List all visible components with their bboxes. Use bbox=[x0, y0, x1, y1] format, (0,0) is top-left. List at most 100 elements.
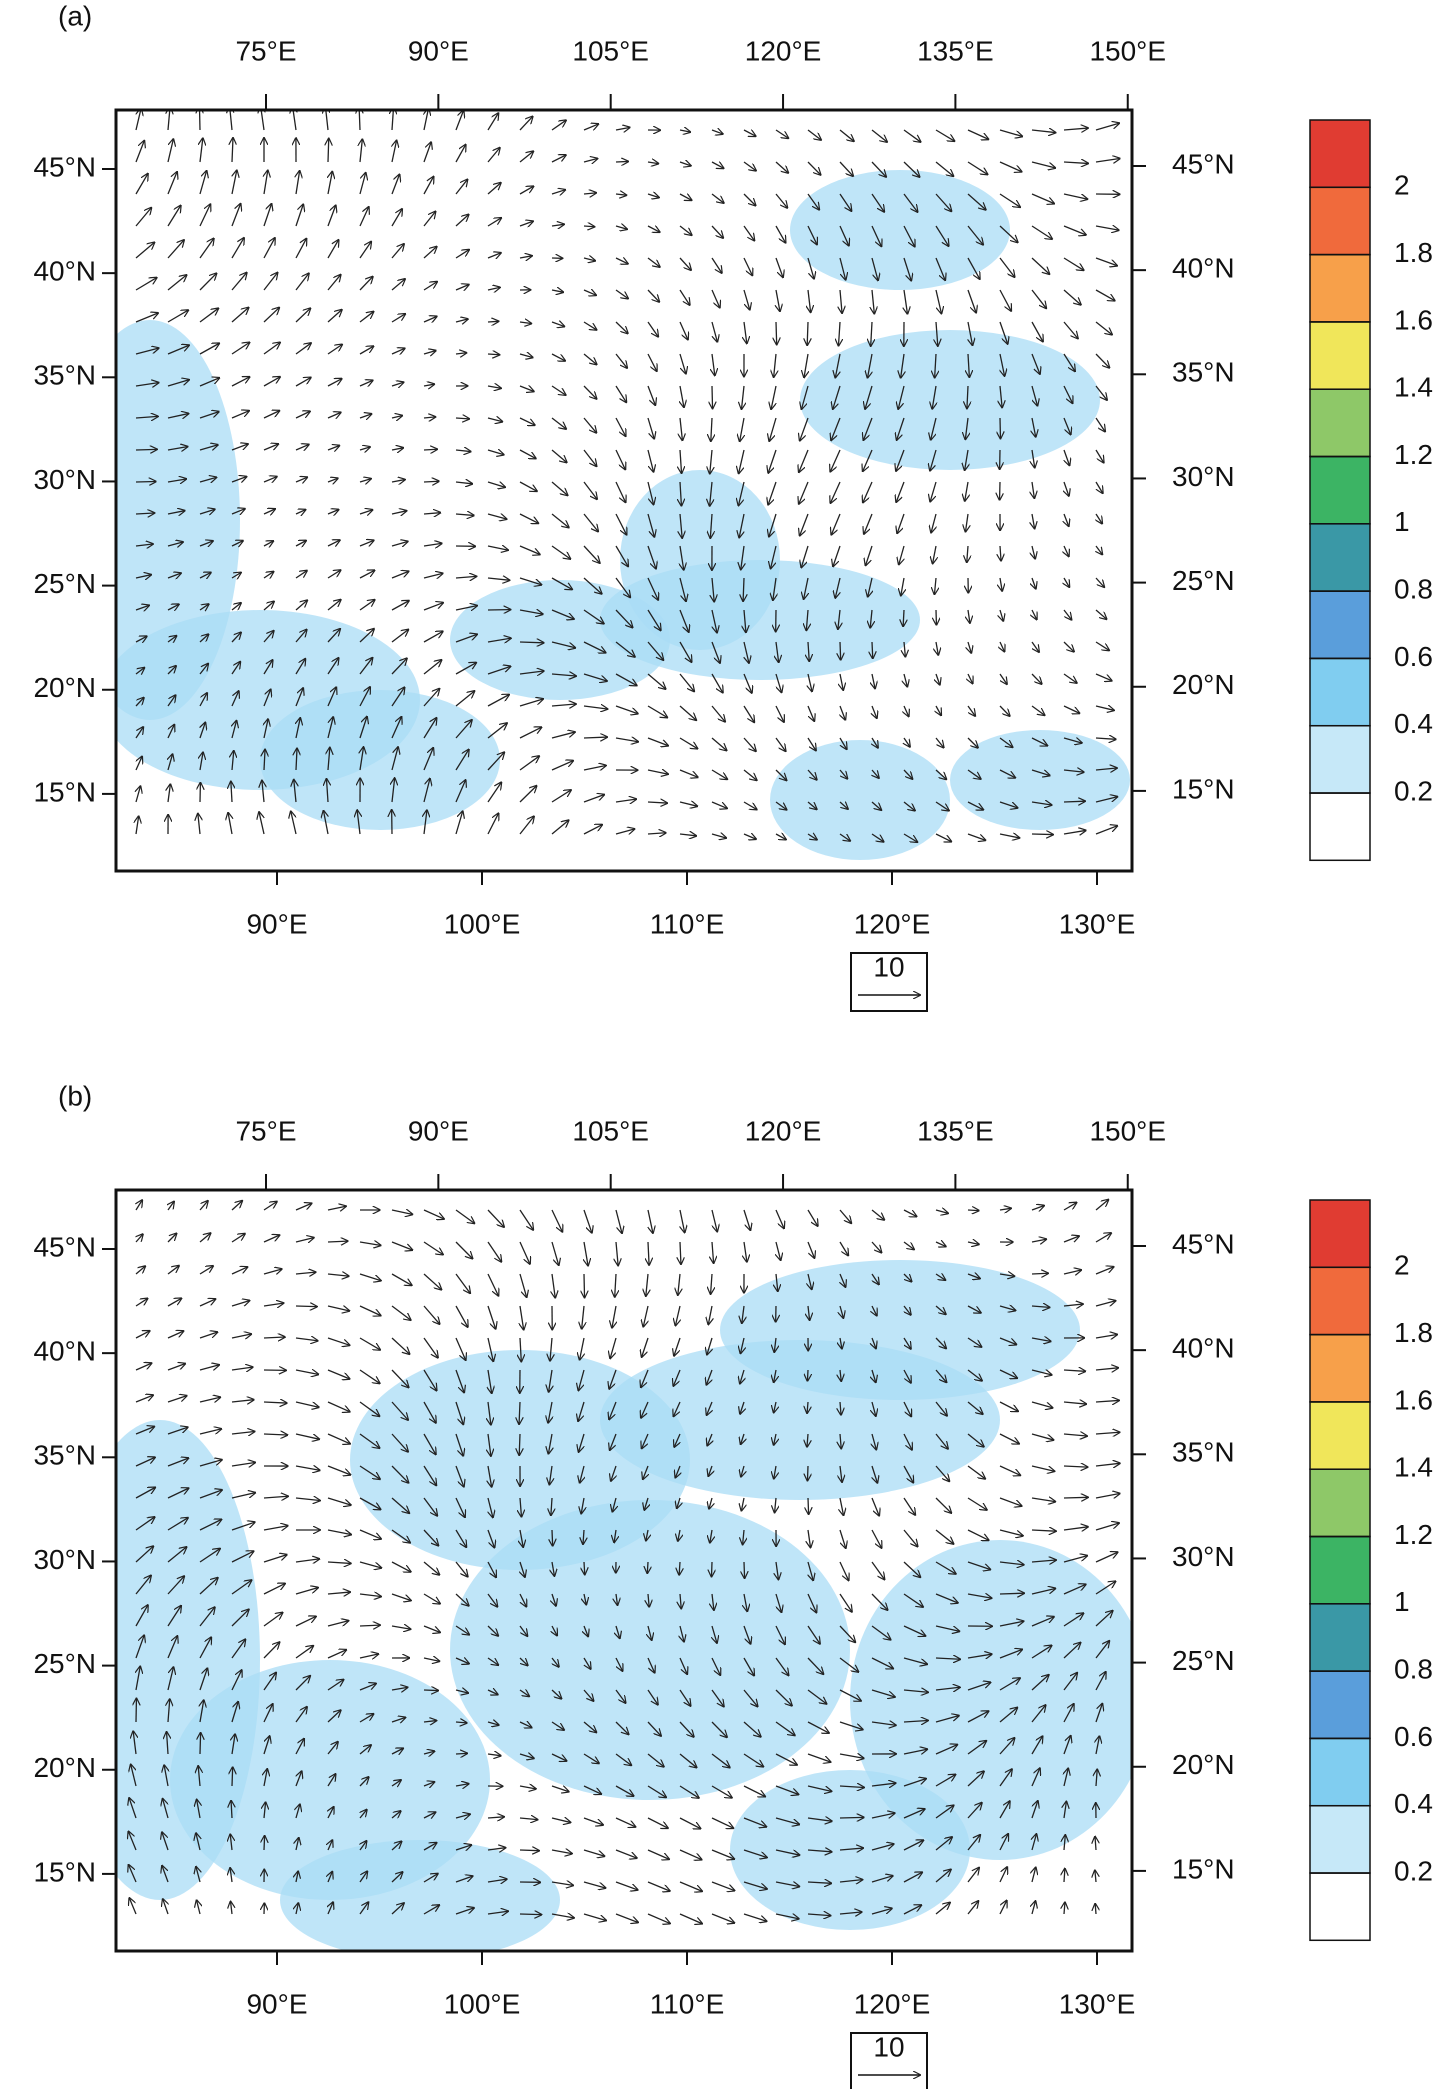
wind-vector bbox=[935, 1593, 958, 1603]
wind-vector bbox=[799, 449, 809, 472]
wind-vector bbox=[230, 1868, 232, 1883]
colorbar-box bbox=[1309, 657, 1371, 727]
wind-vector bbox=[199, 541, 213, 546]
wind-vector bbox=[295, 1739, 304, 1755]
wind-vector bbox=[678, 1273, 680, 1295]
wind-vector bbox=[839, 1529, 846, 1548]
wind-vector bbox=[295, 1616, 316, 1627]
wind-vector bbox=[264, 719, 268, 739]
lon-tick-label: 150°E bbox=[1089, 35, 1166, 66]
wind-vector bbox=[807, 705, 814, 721]
wind-vector bbox=[1063, 257, 1084, 270]
wind-vector bbox=[487, 218, 501, 227]
wind-vector bbox=[1095, 706, 1114, 710]
wind-vector bbox=[806, 609, 808, 630]
wind-vector bbox=[455, 450, 471, 452]
wind-vector bbox=[583, 193, 596, 194]
wind-vector bbox=[743, 641, 749, 663]
wind-vector bbox=[391, 382, 404, 386]
wind-vector bbox=[871, 1876, 893, 1883]
wind-vector bbox=[551, 1241, 559, 1265]
wind-vector bbox=[872, 769, 879, 778]
wind-vector bbox=[674, 1401, 681, 1416]
wind-vector bbox=[199, 477, 216, 482]
wind-vector bbox=[1063, 1304, 1083, 1306]
wind-vector bbox=[967, 257, 980, 279]
wind-vector bbox=[743, 130, 756, 136]
lat-tick-label: 20°N bbox=[1172, 1749, 1235, 1780]
wind-vector bbox=[744, 321, 747, 343]
wind-vector bbox=[840, 705, 845, 720]
wind-vector bbox=[903, 257, 911, 280]
wind-vector bbox=[455, 1305, 468, 1327]
wind-vector bbox=[264, 171, 268, 195]
wind-vector bbox=[199, 1266, 213, 1275]
wind-vector bbox=[231, 342, 249, 355]
wind-vector bbox=[327, 478, 338, 482]
wind-vector bbox=[707, 1337, 712, 1354]
wind-vector bbox=[710, 513, 712, 538]
wind-vector bbox=[774, 1401, 776, 1412]
wind-vector bbox=[967, 1654, 992, 1658]
wind-vector bbox=[711, 321, 717, 342]
wind-vector bbox=[167, 573, 181, 578]
wind-vector bbox=[1063, 830, 1086, 834]
wind-vector bbox=[775, 161, 788, 173]
wind-vector bbox=[968, 673, 973, 683]
wind-vector bbox=[840, 1305, 843, 1318]
wind-vector bbox=[999, 1769, 1012, 1787]
wind-vector bbox=[648, 1241, 649, 1265]
wind-vector bbox=[167, 695, 175, 707]
wind-vector bbox=[743, 1849, 767, 1857]
wind-vector bbox=[455, 514, 474, 515]
colorbar-box bbox=[1309, 1266, 1371, 1336]
wind-vector bbox=[935, 1369, 946, 1382]
wind-vector bbox=[930, 481, 937, 501]
wind-vector bbox=[808, 1529, 811, 1547]
wind-vector bbox=[1095, 321, 1112, 335]
wind-vector bbox=[391, 601, 409, 611]
wind-vector bbox=[519, 1625, 527, 1636]
wind-vector bbox=[615, 194, 626, 195]
wind-vector bbox=[807, 1657, 823, 1674]
colorbar-label: 1 bbox=[1394, 1586, 1410, 1617]
reference-label: 10 bbox=[873, 951, 904, 982]
wind-vector bbox=[871, 1657, 893, 1669]
wind-vector bbox=[1095, 1870, 1096, 1883]
wind-vector bbox=[615, 513, 626, 535]
wind-vector bbox=[1063, 128, 1088, 130]
wind-vector bbox=[163, 1899, 168, 1915]
wind-vector bbox=[583, 1785, 601, 1794]
wind-vector bbox=[167, 1427, 188, 1435]
wind-vector bbox=[647, 321, 658, 337]
wind-vector bbox=[487, 1848, 505, 1850]
wind-vector bbox=[743, 834, 756, 839]
wind-vector bbox=[774, 353, 776, 377]
wind-vector bbox=[487, 1817, 504, 1818]
wind-vector bbox=[999, 705, 1010, 716]
lon-tick-label: 150°E bbox=[1089, 1115, 1166, 1146]
wind-vector bbox=[231, 1462, 255, 1466]
lat-tick-label: 15°N bbox=[1172, 773, 1235, 804]
wind-vector bbox=[423, 1782, 434, 1786]
wind-vector bbox=[999, 289, 1011, 311]
wind-vector bbox=[231, 1580, 251, 1595]
wind-vector bbox=[231, 238, 244, 259]
wind-vector bbox=[647, 1209, 653, 1233]
wind-vector bbox=[647, 1849, 669, 1859]
wind-vector bbox=[615, 1753, 631, 1765]
wind-vector bbox=[551, 674, 576, 676]
wind-vector bbox=[1095, 1233, 1111, 1243]
wind-vector bbox=[768, 449, 777, 473]
wind-vector bbox=[807, 161, 820, 175]
wind-vector bbox=[135, 757, 142, 771]
wind-vector bbox=[1095, 797, 1117, 803]
wind-vector bbox=[583, 706, 607, 709]
wind-vector bbox=[487, 752, 504, 771]
wind-vector bbox=[295, 273, 309, 291]
wind-vector bbox=[708, 1465, 712, 1476]
wind-vector bbox=[679, 162, 691, 166]
wind-vector bbox=[935, 289, 941, 313]
wind-vector bbox=[935, 769, 946, 779]
wind-vector bbox=[263, 308, 279, 323]
